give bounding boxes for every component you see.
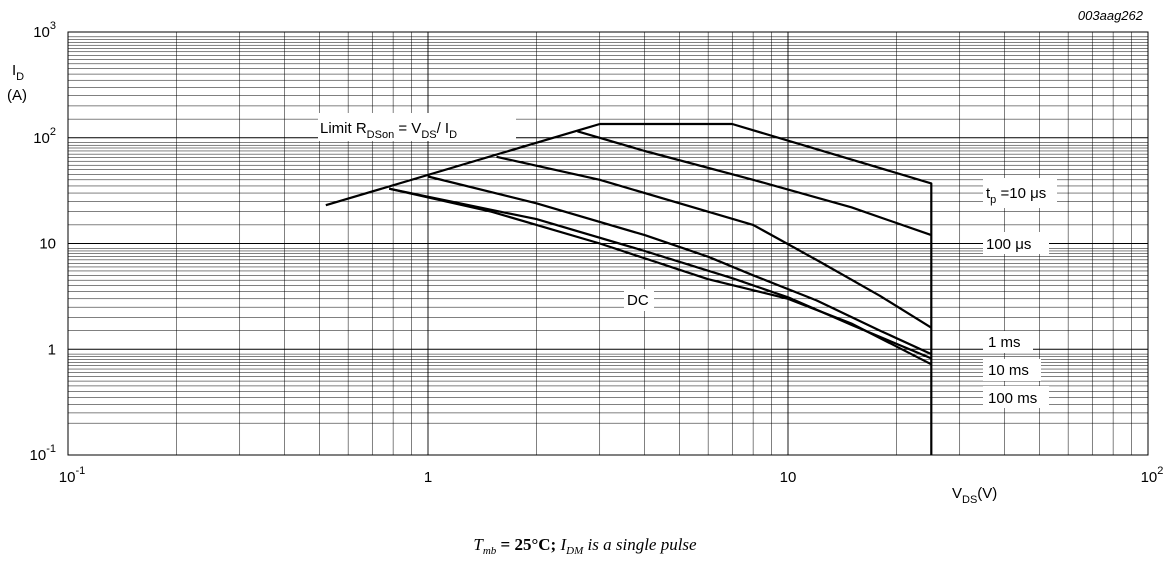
x-tick-label: 1 [424,469,432,486]
caption: Tmb = 25°C; IDM is a single pulse [473,535,697,557]
x-tick-label: 10 [780,469,797,486]
y-tick-label: 1 [48,341,56,358]
series-label-100us: 100 μs [983,232,1049,254]
svg-text:ID: ID [12,62,24,83]
y-axis-label: ID (A) [7,62,27,104]
series-line-1 [577,130,932,237]
svg-text:Limit RDSon = VDS/ ID: Limit RDSon = VDS/ ID [320,120,457,141]
y-tick-label: 10 [39,236,56,253]
grid [68,32,1148,455]
series-label-1ms: 1 ms [983,331,1033,353]
svg-text:100 μs: 100 μs [986,236,1031,253]
y-tick-label: 102 [33,126,56,147]
svg-text:1 ms: 1 ms [988,334,1021,351]
series-labels: tp =10 μs 100 μs 1 ms 10 ms 100 ms DC [624,178,1057,408]
series-line-5 [388,187,932,366]
svg-text:(A): (A) [7,87,27,104]
y-tick-label: 103 [33,20,56,41]
svg-text:tp =10 μs: tp =10 μs [986,185,1046,206]
plot-frame [67,31,1149,456]
doc-id: 003aag262 [1078,8,1144,23]
svg-text:VDS(V): VDS(V) [952,485,997,506]
x-tick-labels: 10-1 1 10 102 [59,465,1164,486]
y-tick-labels: 10-1 1 10 102 103 [30,20,56,464]
limit-rdson-line [325,122,601,207]
curves [325,122,933,455]
series-label-10us: tp =10 μs [983,178,1057,208]
x-tick-label: 10-1 [59,465,85,486]
svg-text:10 ms: 10 ms [988,362,1029,379]
series-line-4 [388,187,932,360]
series-line-3 [427,175,932,356]
series-label-dc: DC [624,289,654,311]
svg-text:DC: DC [627,292,649,309]
svg-text:100 ms: 100 ms [988,390,1037,407]
series-line-0 [599,122,933,455]
y-tick-label: 10-1 [30,443,56,464]
series-label-10ms: 10 ms [983,359,1041,381]
limit-rdson-label: Limit RDSon = VDS/ ID [318,113,516,141]
x-axis-label: VDS(V) [952,485,997,506]
series-label-100ms: 100 ms [983,386,1049,408]
series-line-2 [496,155,932,329]
x-tick-label: 102 [1141,465,1164,486]
